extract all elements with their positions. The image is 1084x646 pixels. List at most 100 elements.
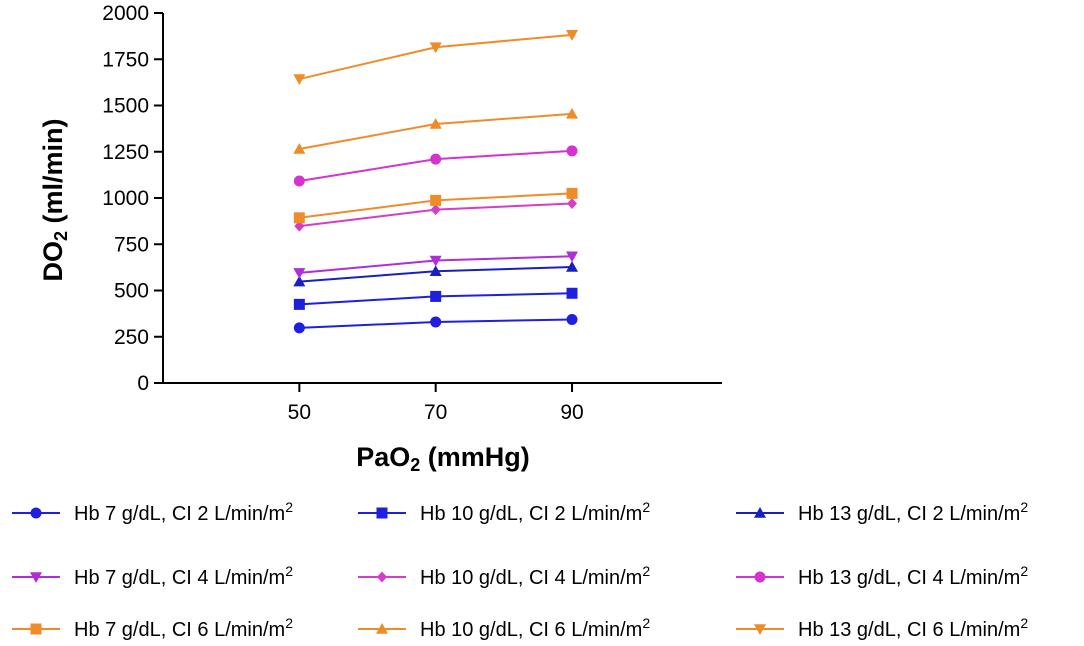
legend-item-5-label-main: Hb 10 g/dL, CI 4 L/min/m: [420, 567, 642, 589]
legend-item-5: Hb 10 g/dL, CI 4 L/min/m2: [358, 563, 650, 589]
x-tick-label-50: 50: [288, 401, 311, 424]
y-tick-label-2000: 2000: [102, 2, 149, 25]
series-layer: [293, 30, 579, 334]
y-axis-title-main: DO: [38, 241, 68, 282]
series-2-point-50: [293, 298, 305, 310]
y-tick-label-1500: 1500: [102, 95, 149, 118]
y-tick-label-500: 500: [114, 280, 149, 303]
legend-item-5-label: Hb 10 g/dL, CI 4 L/min/m2: [420, 563, 650, 589]
series-9-point-70: [429, 42, 442, 54]
legend-item-3-marker: [754, 507, 766, 518]
y-tick-label-1750: 1750: [102, 48, 149, 71]
series-4-point-70: [429, 255, 442, 267]
series-2-point-70: [430, 290, 442, 302]
legend-item-6-label-sup: 2: [1020, 563, 1028, 579]
x-axis-title-rest: (mmHg): [420, 442, 530, 472]
legend-item-1: Hb 7 g/dL, CI 2 L/min/m2: [12, 499, 293, 525]
y-tick-label-1000: 1000: [102, 187, 149, 210]
legend: Hb 7 g/dL, CI 2 L/min/m2 Hb 10 g/dL, CI 2…: [12, 499, 1028, 641]
legend-item-9-label-main: Hb 13 g/dL, CI 6 L/min/m: [798, 619, 1020, 641]
series-9-point-90: [566, 30, 579, 41]
series-6-point-70: [430, 153, 442, 165]
series-5-point-50: [294, 220, 305, 232]
legend-item-9-label: Hb 13 g/dL, CI 6 L/min/m2: [798, 615, 1028, 641]
series-9-line: [299, 33, 573, 81]
series-3-point-50: [293, 275, 306, 287]
series-1-point-70: [430, 316, 442, 328]
series-1-point-50: [293, 322, 305, 334]
legend-item-6-label-main: Hb 13 g/dL, CI 4 L/min/m: [798, 567, 1020, 589]
legend-item-1-label-main: Hb 7 g/dL, CI 2 L/min/m: [74, 503, 285, 525]
y-tick-label-750: 750: [114, 233, 149, 256]
legend-item-3-label-sup: 2: [1020, 499, 1028, 515]
legend-item-7-label-sup: 2: [285, 615, 293, 631]
legend-item-2-label-main: Hb 10 g/dL, CI 2 L/min/m: [420, 503, 642, 525]
legend-item-2-label: Hb 10 g/dL, CI 2 L/min/m2: [420, 499, 650, 525]
series-3-point-90: [566, 261, 579, 272]
series-9-point-50: [293, 74, 306, 86]
legend-item-6-marker: [754, 571, 766, 583]
legend-item-7-marker: [30, 623, 42, 635]
legend-item-9-marker: [754, 624, 766, 635]
series-5: [294, 198, 578, 232]
axes: 0 250 500 750 1000 1250 1500 1750 2000 50 70 90: [102, 2, 722, 424]
legend-item-7: Hb 7 g/dL, CI 6 L/min/m2: [12, 615, 293, 641]
series-1: [293, 314, 578, 334]
series-2-point-90: [566, 287, 578, 299]
series-7-point-70: [430, 194, 442, 206]
legend-item-2: Hb 10 g/dL, CI 2 L/min/m2: [358, 499, 650, 525]
series-9: [293, 30, 579, 86]
series-6-point-90: [566, 145, 578, 157]
legend-item-7-label: Hb 7 g/dL, CI 6 L/min/m2: [74, 615, 293, 641]
legend-item-5-label-sup: 2: [642, 563, 650, 579]
y-axis-title-sub: 2: [51, 231, 71, 241]
legend-item-3-label-main: Hb 13 g/dL, CI 2 L/min/m: [798, 503, 1020, 525]
legend-item-7-label-main: Hb 7 g/dL, CI 6 L/min/m: [74, 619, 285, 641]
series-6: [293, 145, 578, 187]
legend-item-9: Hb 13 g/dL, CI 6 L/min/m2: [736, 615, 1028, 641]
series-7: [293, 187, 578, 224]
legend-item-8: Hb 10 g/dL, CI 6 L/min/m2: [358, 615, 650, 641]
legend-item-8-marker: [376, 623, 388, 634]
legend-item-1-label: Hb 7 g/dL, CI 2 L/min/m2: [74, 499, 293, 525]
series-5-point-90: [567, 198, 578, 210]
series-6-point-50: [293, 175, 305, 187]
legend-item-4-label: Hb 7 g/dL, CI 4 L/min/m2: [74, 563, 293, 589]
legend-item-8-label-sup: 2: [642, 615, 650, 631]
series-4-point-90: [566, 251, 579, 263]
series-8: [293, 107, 579, 154]
series-5-point-70: [430, 204, 441, 216]
legend-item-5-marker: [377, 571, 387, 583]
legend-item-3-label: Hb 13 g/dL, CI 2 L/min/m2: [798, 499, 1028, 525]
series-1-point-90: [566, 314, 578, 326]
legend-item-1-marker: [30, 507, 42, 519]
series-4: [293, 251, 579, 279]
series-3-point-70: [429, 265, 442, 277]
legend-item-4: Hb 7 g/dL, CI 4 L/min/m2: [12, 563, 293, 589]
x-tick-label-70: 70: [424, 401, 447, 424]
legend-item-8-label: Hb 10 g/dL, CI 6 L/min/m2: [420, 615, 650, 641]
legend-item-1-label-sup: 2: [285, 499, 293, 515]
x-axis-title-sub: 2: [410, 455, 420, 475]
series-3: [293, 261, 579, 287]
y-axis-title-rest: (ml/min): [38, 118, 68, 231]
y-tick-label-1250: 1250: [102, 141, 149, 164]
legend-item-4-marker: [30, 572, 42, 583]
legend-item-8-label-main: Hb 10 g/dL, CI 6 L/min/m: [420, 619, 642, 641]
legend-item-3: Hb 13 g/dL, CI 2 L/min/m2: [736, 499, 1028, 525]
series-7-point-50: [293, 212, 305, 224]
legend-item-4-label-main: Hb 7 g/dL, CI 4 L/min/m: [74, 567, 285, 589]
legend-item-2-marker: [376, 507, 388, 519]
y-axis-title: DO2 (ml/min): [38, 118, 71, 281]
legend-item-4-label-sup: 2: [285, 563, 293, 579]
legend-item-9-label-sup: 2: [1020, 615, 1028, 631]
series-4-point-50: [293, 268, 306, 279]
series-7-point-90: [566, 187, 578, 199]
series-8-point-70: [429, 118, 442, 129]
legend-item-6: Hb 13 g/dL, CI 4 L/min/m2: [736, 563, 1028, 589]
series-8-point-90: [566, 107, 579, 119]
legend-item-2-label-sup: 2: [642, 499, 650, 515]
x-axis-title-main: PaO: [356, 442, 410, 472]
legend-item-6-label: Hb 13 g/dL, CI 4 L/min/m2: [798, 563, 1028, 589]
